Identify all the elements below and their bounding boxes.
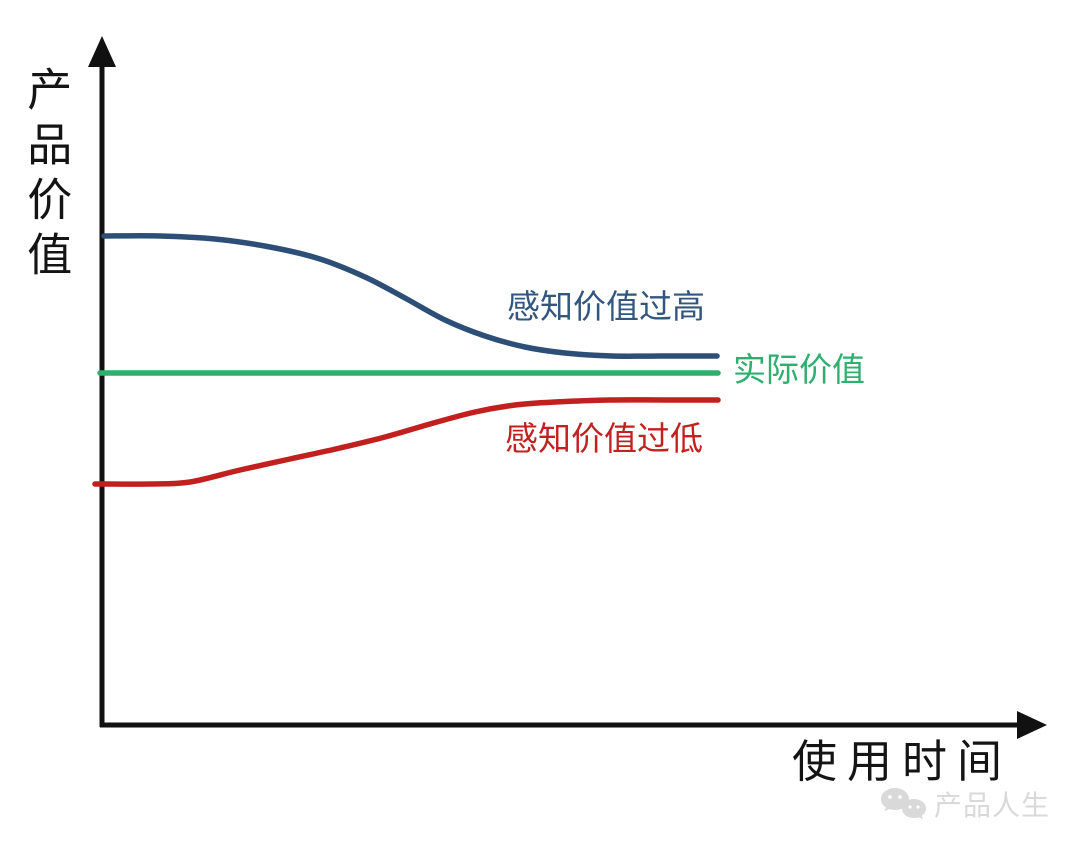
series-label-actual-value: 实际价值 [733, 351, 865, 388]
y-axis-label: 产品价值 [20, 66, 72, 286]
series-label-perceived-low: 感知价值过低 [505, 420, 703, 457]
x-axis-arrowhead [1017, 711, 1047, 739]
watermark-text: 产品人生 [934, 790, 1051, 821]
y-axis [88, 36, 116, 727]
wechat-bubbles-icon [881, 788, 926, 820]
watermark: 产品人生 [878, 784, 1050, 824]
series-label-perceived-high: 感知价值过高 [507, 288, 705, 325]
x-axis-label: 使用时间 [792, 736, 1013, 787]
x-axis [100, 711, 1047, 739]
curve-perceived-value-high [101, 233, 720, 359]
curve-perceived-value-low [92, 397, 721, 487]
y-axis-arrowhead [88, 36, 116, 67]
